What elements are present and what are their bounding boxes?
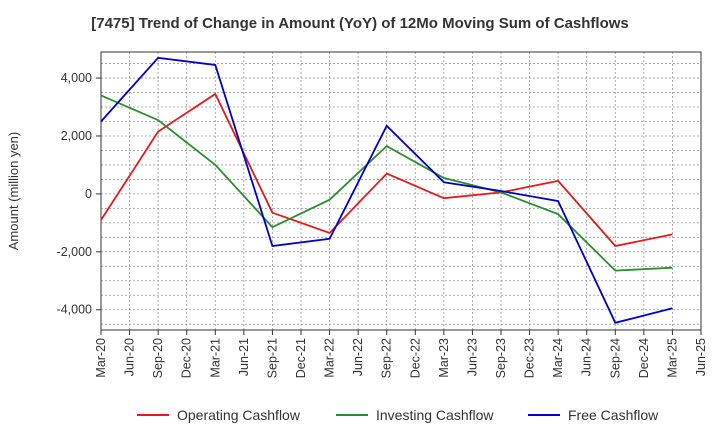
y-tick-label: 2,000 (61, 129, 92, 143)
legend-label: Operating Cashflow (177, 407, 301, 423)
plot-frame (100, 51, 702, 331)
x-tick-label: Mar-22 (323, 338, 337, 378)
x-tick-label: Mar-20 (94, 338, 108, 378)
x-tick-label: Sep-24 (608, 338, 622, 378)
y-tick-label: 4,000 (61, 71, 92, 85)
legend-label: Free Cashflow (568, 407, 659, 423)
x-tick-label: Jun-24 (580, 338, 594, 376)
chart-title: [7475] Trend of Change in Amount (YoY) o… (91, 15, 629, 32)
x-tick-label: Dec-21 (294, 338, 308, 378)
y-axis-ticks: -4,000 -2,000 0 2,000 4,000 (57, 71, 101, 317)
x-tick-label: Sep-23 (494, 338, 508, 378)
x-tick-label: Mar-24 (551, 338, 565, 378)
x-tick-label: Mar-21 (208, 338, 222, 378)
x-tick-label: Jun-23 (465, 338, 479, 376)
x-tick-label: Dec-20 (180, 338, 194, 378)
legend-label: Investing Cashflow (376, 407, 494, 423)
y-tick-label: 0 (85, 187, 92, 201)
x-tick-label: Dec-23 (523, 338, 537, 378)
series-line-investing-cashflow (100, 94, 673, 272)
x-axis-ticks: Mar-20 Jun-20 Sep-20 Dec-20 Mar-21 Jun-21 Sep-… (94, 330, 708, 378)
x-tick-label: Dec-24 (637, 338, 651, 378)
x-tick-label: Sep-20 (151, 338, 165, 378)
x-tick-label: Sep-21 (265, 338, 279, 378)
y-axis-label: Amount (million yen) (6, 132, 21, 251)
series-layer (100, 56, 673, 324)
y-tick-label: -2,000 (57, 245, 92, 259)
x-tick-label: Dec-22 (408, 338, 422, 378)
series-line-free-cashflow (100, 56, 673, 324)
grid-layer (101, 52, 701, 330)
x-tick-label: Mar-23 (437, 338, 451, 378)
x-tick-label: Mar-25 (665, 338, 679, 378)
x-tick-label: Jun-21 (237, 338, 251, 376)
x-tick-label: Sep-22 (380, 338, 394, 378)
x-tick-label: Jun-25 (694, 338, 708, 376)
y-tick-label: -4,000 (57, 303, 92, 317)
legend: Operating Cashflow Investing Cashflow Free… (137, 407, 659, 423)
series-line-operating-cashflow (100, 92, 673, 247)
x-tick-label: Jun-20 (123, 338, 137, 376)
x-tick-label: Jun-22 (351, 338, 365, 376)
